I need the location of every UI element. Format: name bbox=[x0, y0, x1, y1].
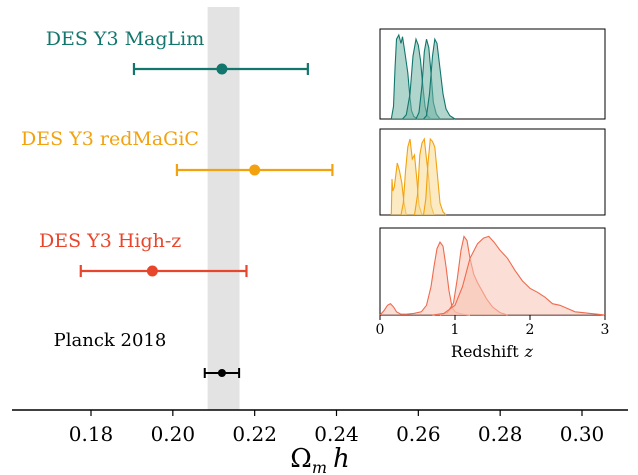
inset-x-axis-label: Redshift z bbox=[451, 342, 534, 361]
point-highz bbox=[146, 265, 158, 277]
series-label-redmagic: DES Y3 redMaGiC bbox=[21, 128, 199, 150]
series-label-planck: Planck 2018 bbox=[54, 330, 167, 351]
nz-fill-redmagic-bin1 bbox=[391, 163, 407, 215]
nz-fill-maglim-bin1 bbox=[391, 35, 418, 119]
main-x-axis-label-sub: m bbox=[312, 458, 327, 475]
nz-curve-highz-bin3 bbox=[432, 235, 606, 316]
inset-panel-redmagic bbox=[379, 128, 606, 216]
nz-fill-highz-bin1 bbox=[380, 242, 470, 315]
inset-panel-highz bbox=[379, 227, 606, 316]
inset-x-tick-label: 0 bbox=[376, 322, 385, 338]
point-redmagic bbox=[249, 164, 261, 176]
inset-panel-maglim bbox=[379, 28, 606, 120]
series-label-maglim: DES Y3 MagLim bbox=[46, 28, 205, 50]
point-planck bbox=[217, 369, 226, 377]
redshift-distribution-inset: 0 1 2 3 bbox=[376, 28, 610, 338]
main-x-tick-label: 0.26 bbox=[396, 422, 441, 446]
nz-fill-maglim-bin3 bbox=[416, 39, 440, 120]
series-label-highz: DES Y3 High-z bbox=[39, 230, 181, 252]
main-x-axis-label: Ωm h bbox=[290, 444, 349, 475]
inset-x-axis-label-var: z bbox=[524, 342, 534, 361]
main-plot: 0.18 0.20 0.22 0.24 0.26 0.28 0.30 bbox=[12, 7, 628, 446]
inset-x-tick-label: 2 bbox=[526, 322, 535, 338]
nz-fill-maglim-bin4 bbox=[423, 39, 455, 120]
main-x-axis-label-omega: Ω bbox=[290, 444, 312, 474]
main-x-tick-label: 0.22 bbox=[232, 422, 277, 446]
inset-x-tick-label: 3 bbox=[601, 322, 610, 338]
point-maglim bbox=[216, 63, 228, 75]
nz-curve-maglim-bin4 bbox=[423, 37, 456, 120]
nz-fill-redmagic-bin4 bbox=[423, 139, 446, 215]
main-x-axis-label-h: h bbox=[333, 444, 350, 474]
nz-curve-redmagic-bin1 bbox=[390, 162, 407, 216]
main-x-tick-label: 0.28 bbox=[478, 422, 523, 446]
main-x-tick-label: 0.20 bbox=[151, 422, 196, 446]
inset-x-tick-label: 1 bbox=[451, 322, 460, 338]
nz-fill-redmagic-bin2 bbox=[401, 139, 422, 215]
main-x-tick-label: 0.30 bbox=[560, 422, 605, 446]
main-x-tick-label: 0.24 bbox=[314, 422, 359, 446]
inset-x-axis-label-text: Redshift bbox=[451, 342, 519, 361]
nz-curve-redmagic-bin4 bbox=[422, 137, 447, 216]
main-x-tick-label: 0.18 bbox=[69, 422, 114, 446]
series-label-highz-text: DES Y3 High-z bbox=[39, 230, 181, 252]
